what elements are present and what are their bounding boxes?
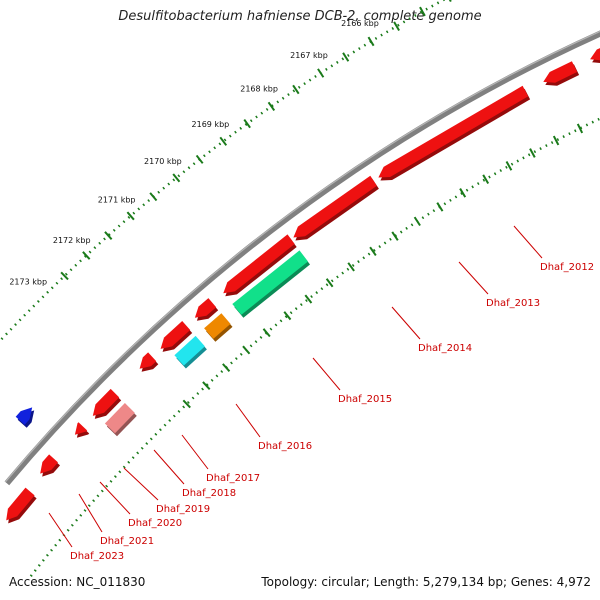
feature-blue xyxy=(15,407,33,425)
gene-label[interactable]: Dhaf_2015 xyxy=(338,394,392,405)
label-leader-line xyxy=(235,403,261,438)
cds-2013 xyxy=(590,48,600,61)
gene-label[interactable]: Dhaf_2019 xyxy=(156,504,210,515)
tick-label: 2169 kbp xyxy=(192,120,230,129)
cds-2019 xyxy=(160,321,191,349)
gene-label[interactable]: Dhaf_2013 xyxy=(486,298,540,309)
outer-tick-mark xyxy=(126,211,135,221)
tick-ring: 2161 kbp2162 kbp2163 kbp2164 kbp2165 kbp… xyxy=(0,0,600,577)
inner-tick-mark xyxy=(369,246,377,256)
cds-2023 xyxy=(40,454,58,474)
label-leader-line xyxy=(78,493,103,533)
summary-text: Topology: circular; Length: 5,279,134 bp… xyxy=(261,575,591,589)
outer-tick-mark xyxy=(267,101,276,112)
cds-2015 xyxy=(378,85,529,178)
outer-tick-mark xyxy=(367,36,375,47)
gene-label[interactable]: Dhaf_2012 xyxy=(540,262,594,273)
feature-cyan xyxy=(174,335,205,366)
tick-label: 2171 kbp xyxy=(98,196,136,205)
label-leader-line xyxy=(458,261,489,295)
outer-tick-mark xyxy=(149,192,158,202)
cds-2022 xyxy=(74,422,88,435)
inner-tick-mark xyxy=(459,188,467,198)
inner-tick-mark xyxy=(262,328,271,338)
outer-tick-mark xyxy=(342,52,350,62)
outer-tick-mark xyxy=(448,0,452,3)
inner-tick-mark xyxy=(413,216,421,227)
label-leader-line xyxy=(153,449,185,485)
cds-2016 xyxy=(293,175,377,238)
pseudogene-light-red xyxy=(104,403,135,434)
label-leaders xyxy=(48,225,543,548)
backbone-line xyxy=(4,30,600,486)
outer-tick-mark xyxy=(292,84,300,95)
tick-label: 2166 kbp xyxy=(341,19,379,28)
label-leader-line xyxy=(391,306,421,340)
outer-tick-mark xyxy=(104,231,113,240)
inner-tick-mark xyxy=(283,311,292,321)
gene-label[interactable]: Dhaf_2023 xyxy=(70,551,124,562)
inner-tick-mark xyxy=(242,345,251,355)
backbone-highlight xyxy=(4,30,600,483)
gene-label[interactable]: Dhaf_2018 xyxy=(182,488,236,499)
inner-tick-mark xyxy=(182,399,191,409)
inner-tick-mark xyxy=(576,123,584,134)
gene-label[interactable]: Dhaf_2020 xyxy=(128,518,182,529)
tick-label: 2173 kbp xyxy=(9,277,47,286)
outer-tick-mark xyxy=(317,68,325,78)
inner-tick-mark xyxy=(391,231,399,241)
map-title: Desulfitobacterium hafniense DCB-2, comp… xyxy=(118,9,482,24)
inner-tick-mark xyxy=(222,363,231,373)
accession-text: Accession: NC_011830 xyxy=(9,575,146,589)
gene-label-group: Dhaf_2012 Dhaf_2013 Dhaf_2014 Dhaf_2015 Dhaf… xyxy=(70,262,594,562)
gene-label[interactable]: Dhaf_2014 xyxy=(418,343,472,354)
gene-label[interactable]: Dhaf_2016 xyxy=(258,441,312,452)
cds-2020 xyxy=(139,352,157,369)
backbone xyxy=(4,30,600,486)
label-leader-line xyxy=(312,357,341,391)
label-leader-line xyxy=(99,481,131,515)
gene-label[interactable]: Dhaf_2021 xyxy=(100,536,154,547)
feature-track xyxy=(6,48,600,524)
inner-tick-mark xyxy=(552,135,560,146)
outer-tick-mark xyxy=(393,21,400,32)
cds-2024 xyxy=(6,487,35,521)
inner-tick-mark xyxy=(325,278,334,288)
label-leader-line xyxy=(48,512,73,548)
rna-feature-green xyxy=(232,250,308,315)
label-leader-line xyxy=(181,434,209,470)
inner-tick-mark xyxy=(529,148,536,158)
gene-label[interactable]: Dhaf_2017 xyxy=(206,473,260,484)
tick-label: 2172 kbp xyxy=(53,236,91,245)
cds-2017 xyxy=(223,234,295,294)
inner-tick-mark xyxy=(505,161,513,171)
cds-2014 xyxy=(543,61,578,83)
feature-orange xyxy=(204,313,231,339)
tick-label: 2167 kbp xyxy=(290,51,328,60)
inner-tick-mark xyxy=(482,174,490,184)
outer-tick-mark xyxy=(82,251,91,260)
inner-tick-mark xyxy=(304,294,313,304)
cds-2021 xyxy=(92,388,120,416)
outer-tick-mark xyxy=(419,6,426,17)
inner-tick-mark xyxy=(202,381,211,390)
label-leader-line xyxy=(123,467,159,501)
label-leader-line xyxy=(513,225,543,259)
inner-tick-mark xyxy=(436,202,444,212)
outer-tick-mark xyxy=(172,173,181,183)
outer-tick-mark xyxy=(219,136,228,146)
tick-label: 2168 kbp xyxy=(240,85,278,94)
outer-tick-mark xyxy=(195,154,204,164)
outer-tick-mark xyxy=(60,271,69,281)
cds-2018 xyxy=(194,298,217,318)
tick-label: 2170 kbp xyxy=(144,157,182,166)
inner-tick-mark xyxy=(347,262,355,272)
outer-tick-mark xyxy=(243,118,251,129)
